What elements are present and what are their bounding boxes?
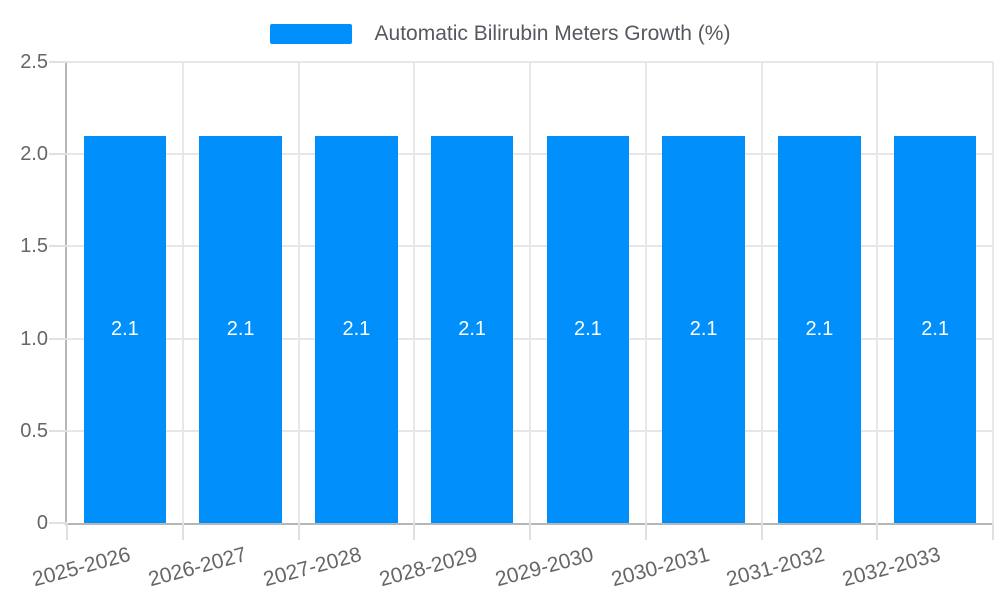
bar-value-label: 2.1 <box>921 317 950 340</box>
bar[interactable]: 2.1 <box>546 135 630 523</box>
x-axis-tick <box>529 523 531 540</box>
x-gridline <box>297 62 300 523</box>
plot-area: 2.1 2.1 2.1 2.1 2.1 2.1 2.1 2.1 <box>65 61 994 525</box>
y-axis-tick <box>49 522 67 524</box>
bar-value-label: 2.1 <box>342 317 371 340</box>
x-gridline <box>529 62 531 523</box>
x-axis-tick <box>66 523 68 540</box>
bar-value-label: 2.1 <box>110 317 139 340</box>
x-gridline <box>992 62 994 523</box>
x-axis-tick <box>992 523 994 540</box>
y-axis-tick-label: 0.5 <box>20 419 48 442</box>
y-axis-tick <box>49 245 67 248</box>
chart-legend[interactable]: Automatic Bilirubin Meters Growth (%) <box>0 20 1000 48</box>
y-axis-tick-label: 2.0 <box>20 143 48 166</box>
bar[interactable]: 2.1 <box>893 135 977 523</box>
bar[interactable]: 2.1 <box>315 135 398 523</box>
y-axis-tick-label: 1.5 <box>20 235 48 258</box>
legend-label: Automatic Bilirubin Meters Growth (%) <box>374 22 731 45</box>
y-axis-tick <box>49 153 67 156</box>
y-axis-tick <box>49 61 67 63</box>
y-axis-tick-label: 1.0 <box>20 327 48 350</box>
bar-value-label: 2.1 <box>226 317 255 340</box>
bar-value-label: 2.1 <box>689 317 718 340</box>
bar[interactable]: 2.1 <box>662 135 745 523</box>
bar-value-label: 2.1 <box>805 317 834 340</box>
y-axis-tick <box>49 429 67 432</box>
y-axis-tick <box>49 337 67 340</box>
x-axis-tick <box>760 523 763 540</box>
bar[interactable]: 2.1 <box>430 135 514 523</box>
legend-marker <box>269 24 352 44</box>
x-axis-tick <box>181 523 184 540</box>
y-axis-tick-label: 0 <box>36 512 48 534</box>
bar-value-label: 2.1 <box>573 317 602 340</box>
x-axis-tick <box>644 523 647 540</box>
x-gridline <box>413 62 416 523</box>
y-axis-line <box>65 62 67 523</box>
x-gridline <box>760 62 763 523</box>
x-gridline <box>181 62 184 523</box>
bar[interactable]: 2.1 <box>83 135 167 523</box>
y-axis-tick-label: 2.5 <box>20 51 48 73</box>
bar[interactable]: 2.1 <box>199 135 282 523</box>
bar[interactable]: 2.1 <box>778 135 861 523</box>
x-gridline <box>876 62 879 523</box>
x-axis-tick <box>413 523 416 540</box>
bar-value-label: 2.1 <box>458 317 487 340</box>
x-axis-tick <box>876 523 879 540</box>
x-axis-tick <box>297 523 300 540</box>
x-gridline <box>644 62 647 523</box>
